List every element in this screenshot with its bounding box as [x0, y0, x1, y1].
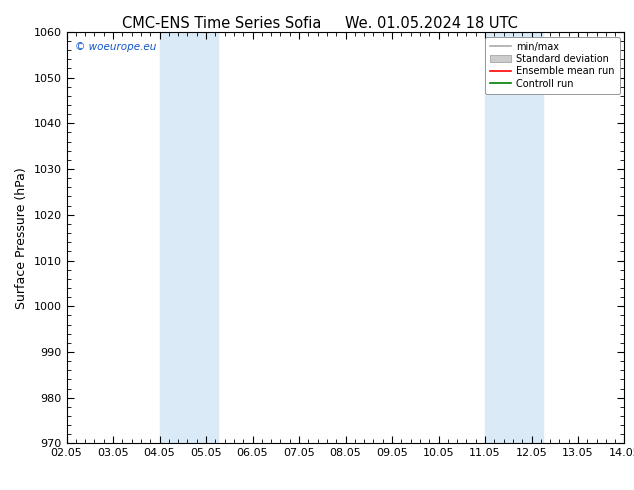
- Text: © woeurope.eu: © woeurope.eu: [75, 42, 157, 52]
- Text: CMC-ENS Time Series Sofia: CMC-ENS Time Series Sofia: [122, 16, 321, 31]
- Bar: [160, 32, 206, 443]
- Bar: [485, 32, 531, 443]
- Bar: [206, 32, 217, 443]
- Bar: [531, 32, 543, 443]
- Y-axis label: Surface Pressure (hPa): Surface Pressure (hPa): [15, 167, 28, 309]
- Legend: min/max, Standard deviation, Ensemble mean run, Controll run: min/max, Standard deviation, Ensemble me…: [485, 37, 619, 94]
- Text: We. 01.05.2024 18 UTC: We. 01.05.2024 18 UTC: [345, 16, 517, 31]
